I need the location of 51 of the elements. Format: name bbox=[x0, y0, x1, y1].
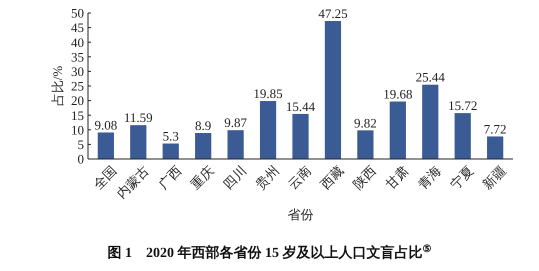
bar bbox=[324, 21, 342, 159]
data-label: 9.87 bbox=[224, 115, 248, 130]
bar bbox=[422, 84, 438, 159]
y-tick-label: 45 bbox=[71, 20, 84, 36]
bar bbox=[195, 133, 212, 159]
x-tick-label: 广西 bbox=[155, 162, 184, 192]
data-label: 5.3 bbox=[162, 128, 179, 144]
y-tick-label: 5 bbox=[78, 136, 84, 152]
data-label: 9.08 bbox=[94, 117, 118, 132]
bar bbox=[390, 102, 406, 159]
bar bbox=[130, 125, 146, 159]
data-label: 19.68 bbox=[383, 86, 412, 102]
x-tick-label: 青海 bbox=[414, 162, 444, 192]
x-tick-label: 重庆 bbox=[188, 162, 217, 192]
text: 图 1 2020 年西部各省份 15 岁及以上人口文盲占比$^{⑤}$ bbox=[108, 244, 432, 261]
y-tick-label: 30 bbox=[71, 64, 84, 79]
bar bbox=[260, 101, 276, 159]
x-tick-label: 云南 bbox=[285, 162, 314, 192]
x-tick-label: 四川 bbox=[220, 162, 250, 192]
data-label: 15.44 bbox=[286, 98, 316, 114]
y-tick-label: 0 bbox=[78, 152, 84, 167]
bar bbox=[228, 130, 244, 159]
x-tick-label: 陕西 bbox=[350, 162, 379, 192]
y-tick-label: 40 bbox=[71, 34, 84, 50]
data-label: 9.82 bbox=[354, 115, 377, 130]
data-label: 8.9 bbox=[195, 118, 212, 134]
bar bbox=[487, 136, 504, 159]
bar bbox=[357, 130, 374, 159]
y-tick-label: 35 bbox=[71, 49, 84, 64]
x-tick-label: 贵州 bbox=[252, 162, 282, 192]
data-label: 25.44 bbox=[416, 70, 446, 85]
data-label: 19.85 bbox=[253, 86, 283, 102]
x-tick-label: 甘肃 bbox=[382, 162, 412, 192]
data-label: 15.72 bbox=[448, 98, 478, 114]
x-axis-title: 省份 bbox=[288, 207, 314, 222]
bar bbox=[162, 144, 179, 159]
y-axis-title: 占比/% bbox=[50, 66, 65, 106]
y-tick-label: 15 bbox=[71, 108, 84, 123]
y-tick-label: 20 bbox=[71, 93, 84, 108]
data-label: 47.25 bbox=[318, 6, 348, 22]
y-tick-label: 25 bbox=[71, 78, 84, 94]
bar bbox=[292, 114, 309, 159]
x-tick-label: 宁夏 bbox=[447, 162, 476, 192]
y-tick-label: 10 bbox=[71, 122, 84, 138]
bar bbox=[98, 132, 114, 159]
bar bbox=[454, 113, 471, 159]
data-label: 7.72 bbox=[484, 121, 507, 136]
x-tick-label: 新疆 bbox=[480, 162, 509, 192]
data-label: 11.59 bbox=[124, 110, 153, 126]
x-tick-label: 西藏 bbox=[318, 162, 346, 192]
y-tick-label: 50 bbox=[71, 6, 84, 21]
